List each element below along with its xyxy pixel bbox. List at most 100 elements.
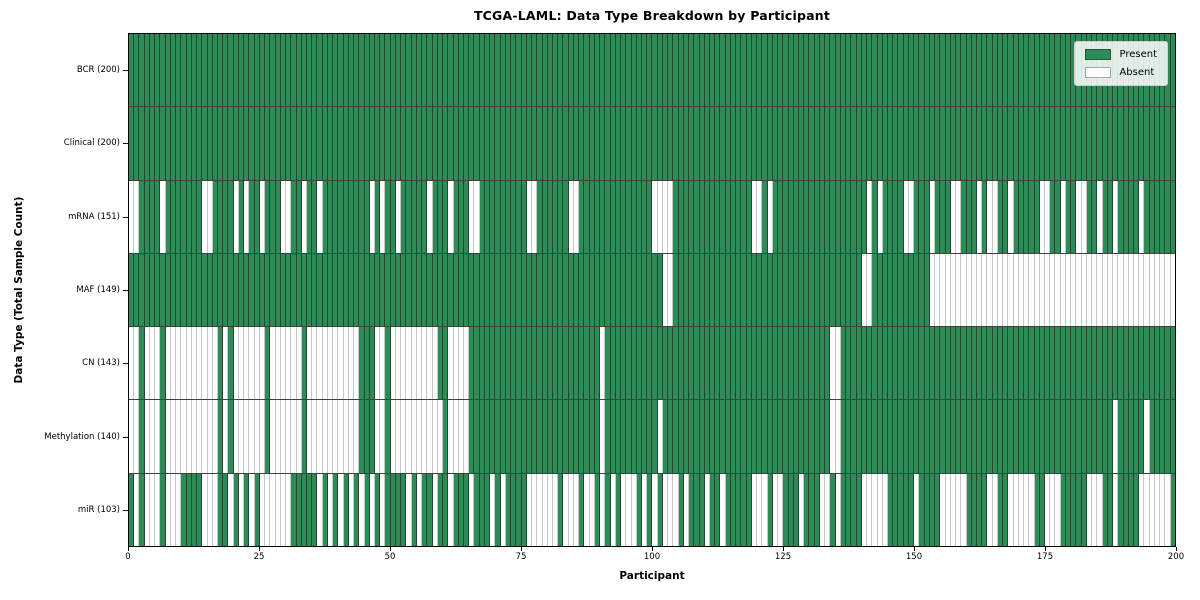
cell [914, 400, 920, 473]
cell [819, 107, 826, 180]
cell [846, 107, 852, 180]
cell [825, 253, 831, 327]
cell [589, 107, 595, 180]
cell [568, 107, 574, 180]
cell [935, 180, 941, 253]
cell [563, 473, 569, 546]
cell [217, 473, 224, 546]
cell [730, 107, 737, 180]
cell [411, 473, 417, 546]
cell [223, 180, 229, 253]
cell [291, 400, 297, 473]
cell [699, 180, 705, 253]
cell [1071, 107, 1077, 180]
cell [987, 473, 993, 546]
cell [160, 253, 166, 327]
cell [296, 34, 302, 107]
cell [495, 253, 501, 327]
cell [819, 400, 826, 473]
cell [872, 400, 878, 473]
cell [286, 400, 292, 473]
cell [406, 34, 412, 107]
cell [275, 180, 281, 253]
cell [359, 107, 365, 180]
cell [558, 400, 564, 473]
cell [1055, 253, 1061, 327]
cell [1154, 253, 1161, 327]
cell [306, 400, 313, 473]
y-tick-label: CN (143) [82, 358, 120, 369]
cell [469, 400, 475, 473]
cell [924, 400, 930, 473]
cell [186, 34, 192, 107]
cell [280, 34, 287, 107]
matrix-row-bcr [129, 34, 1175, 107]
cell [872, 107, 878, 180]
cell [170, 253, 177, 327]
cell [704, 34, 711, 107]
cell [621, 180, 627, 253]
cell [464, 180, 470, 253]
cell [720, 400, 726, 473]
cell [1134, 327, 1140, 400]
cell [621, 400, 627, 473]
cell [778, 253, 784, 327]
cell [139, 34, 145, 107]
cell [924, 473, 930, 546]
cell [1029, 400, 1035, 473]
cell [322, 473, 328, 546]
cell [1076, 180, 1082, 253]
cell [741, 400, 747, 473]
cell [202, 34, 208, 107]
cell [1018, 327, 1025, 400]
cell [1160, 473, 1166, 546]
cell [249, 473, 255, 546]
cell [1139, 400, 1145, 473]
cell [830, 400, 836, 473]
cell [490, 107, 496, 180]
cell [840, 107, 847, 180]
cell [338, 473, 344, 546]
cell [422, 327, 428, 400]
cell [898, 107, 904, 180]
legend-label-present: Present [1119, 49, 1157, 60]
cell [594, 107, 601, 180]
cell [1045, 180, 1051, 253]
cell [317, 400, 323, 473]
cell [950, 400, 957, 473]
cell [1086, 107, 1093, 180]
cell [286, 34, 292, 107]
cell [401, 107, 407, 180]
cell [532, 473, 538, 546]
cell [129, 327, 135, 400]
cell [155, 473, 161, 546]
cell [160, 180, 166, 253]
cell [788, 180, 794, 253]
cell [144, 34, 150, 107]
cell [1160, 253, 1166, 327]
cell [443, 180, 449, 253]
cell [552, 107, 559, 180]
cell [202, 107, 208, 180]
cell [662, 327, 669, 400]
cell [364, 107, 370, 180]
cell [1018, 180, 1025, 253]
cell [893, 107, 899, 180]
cell [511, 34, 517, 107]
cell [1092, 327, 1098, 400]
cell [411, 327, 417, 400]
cell [395, 327, 402, 400]
cell [416, 327, 423, 400]
cell [139, 180, 145, 253]
cell [490, 180, 496, 253]
cell [903, 34, 909, 107]
cell [584, 473, 590, 546]
cell [542, 107, 548, 180]
cell [217, 34, 224, 107]
cell [448, 107, 454, 180]
cell [558, 327, 564, 400]
cell [615, 180, 622, 253]
cell [1092, 400, 1098, 473]
cell [1003, 253, 1009, 327]
cell [484, 400, 491, 473]
